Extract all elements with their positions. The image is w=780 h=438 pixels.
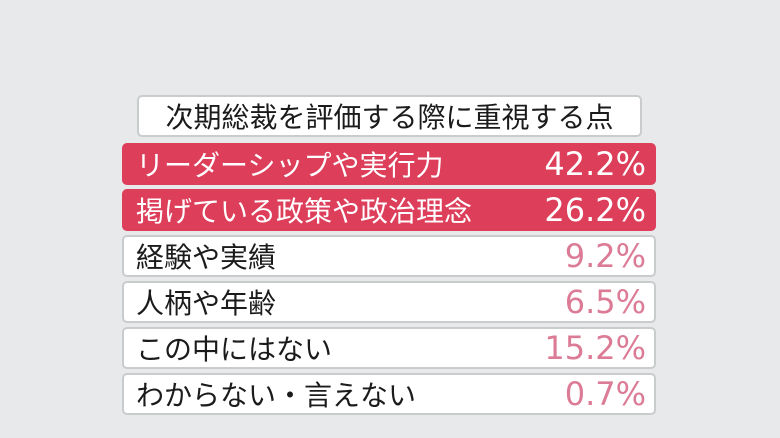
result-row: 掲げている政策や政治理念 26.2%: [122, 189, 656, 231]
result-row: 人柄や年齢 6.5%: [122, 281, 656, 323]
result-row: 経験や実績 9.2%: [122, 235, 656, 277]
result-value: 42.2%: [544, 145, 646, 183]
result-row: この中にはない 15.2%: [122, 327, 656, 369]
result-value: 0.7%: [564, 375, 646, 413]
result-label: 人柄や年齢: [136, 287, 277, 320]
result-label: 経験や実績: [136, 241, 277, 274]
result-row: リーダーシップや実行力 42.2%: [122, 143, 656, 185]
chart-title: 次期総裁を評価する際に重視する点: [137, 95, 642, 137]
result-label: この中にはない: [136, 333, 333, 366]
result-value: 9.2%: [564, 237, 646, 275]
result-label: リーダーシップや実行力: [136, 149, 444, 182]
result-list: リーダーシップや実行力 42.2% 掲げている政策や政治理念 26.2% 経験や…: [122, 143, 656, 419]
result-row: わからない・言えない 0.7%: [122, 373, 656, 415]
result-label: 掲げている政策や政治理念: [136, 195, 473, 228]
result-value: 26.2%: [544, 191, 646, 229]
result-value: 6.5%: [564, 283, 646, 321]
result-value: 15.2%: [544, 329, 646, 367]
result-label: わからない・言えない: [136, 379, 417, 412]
